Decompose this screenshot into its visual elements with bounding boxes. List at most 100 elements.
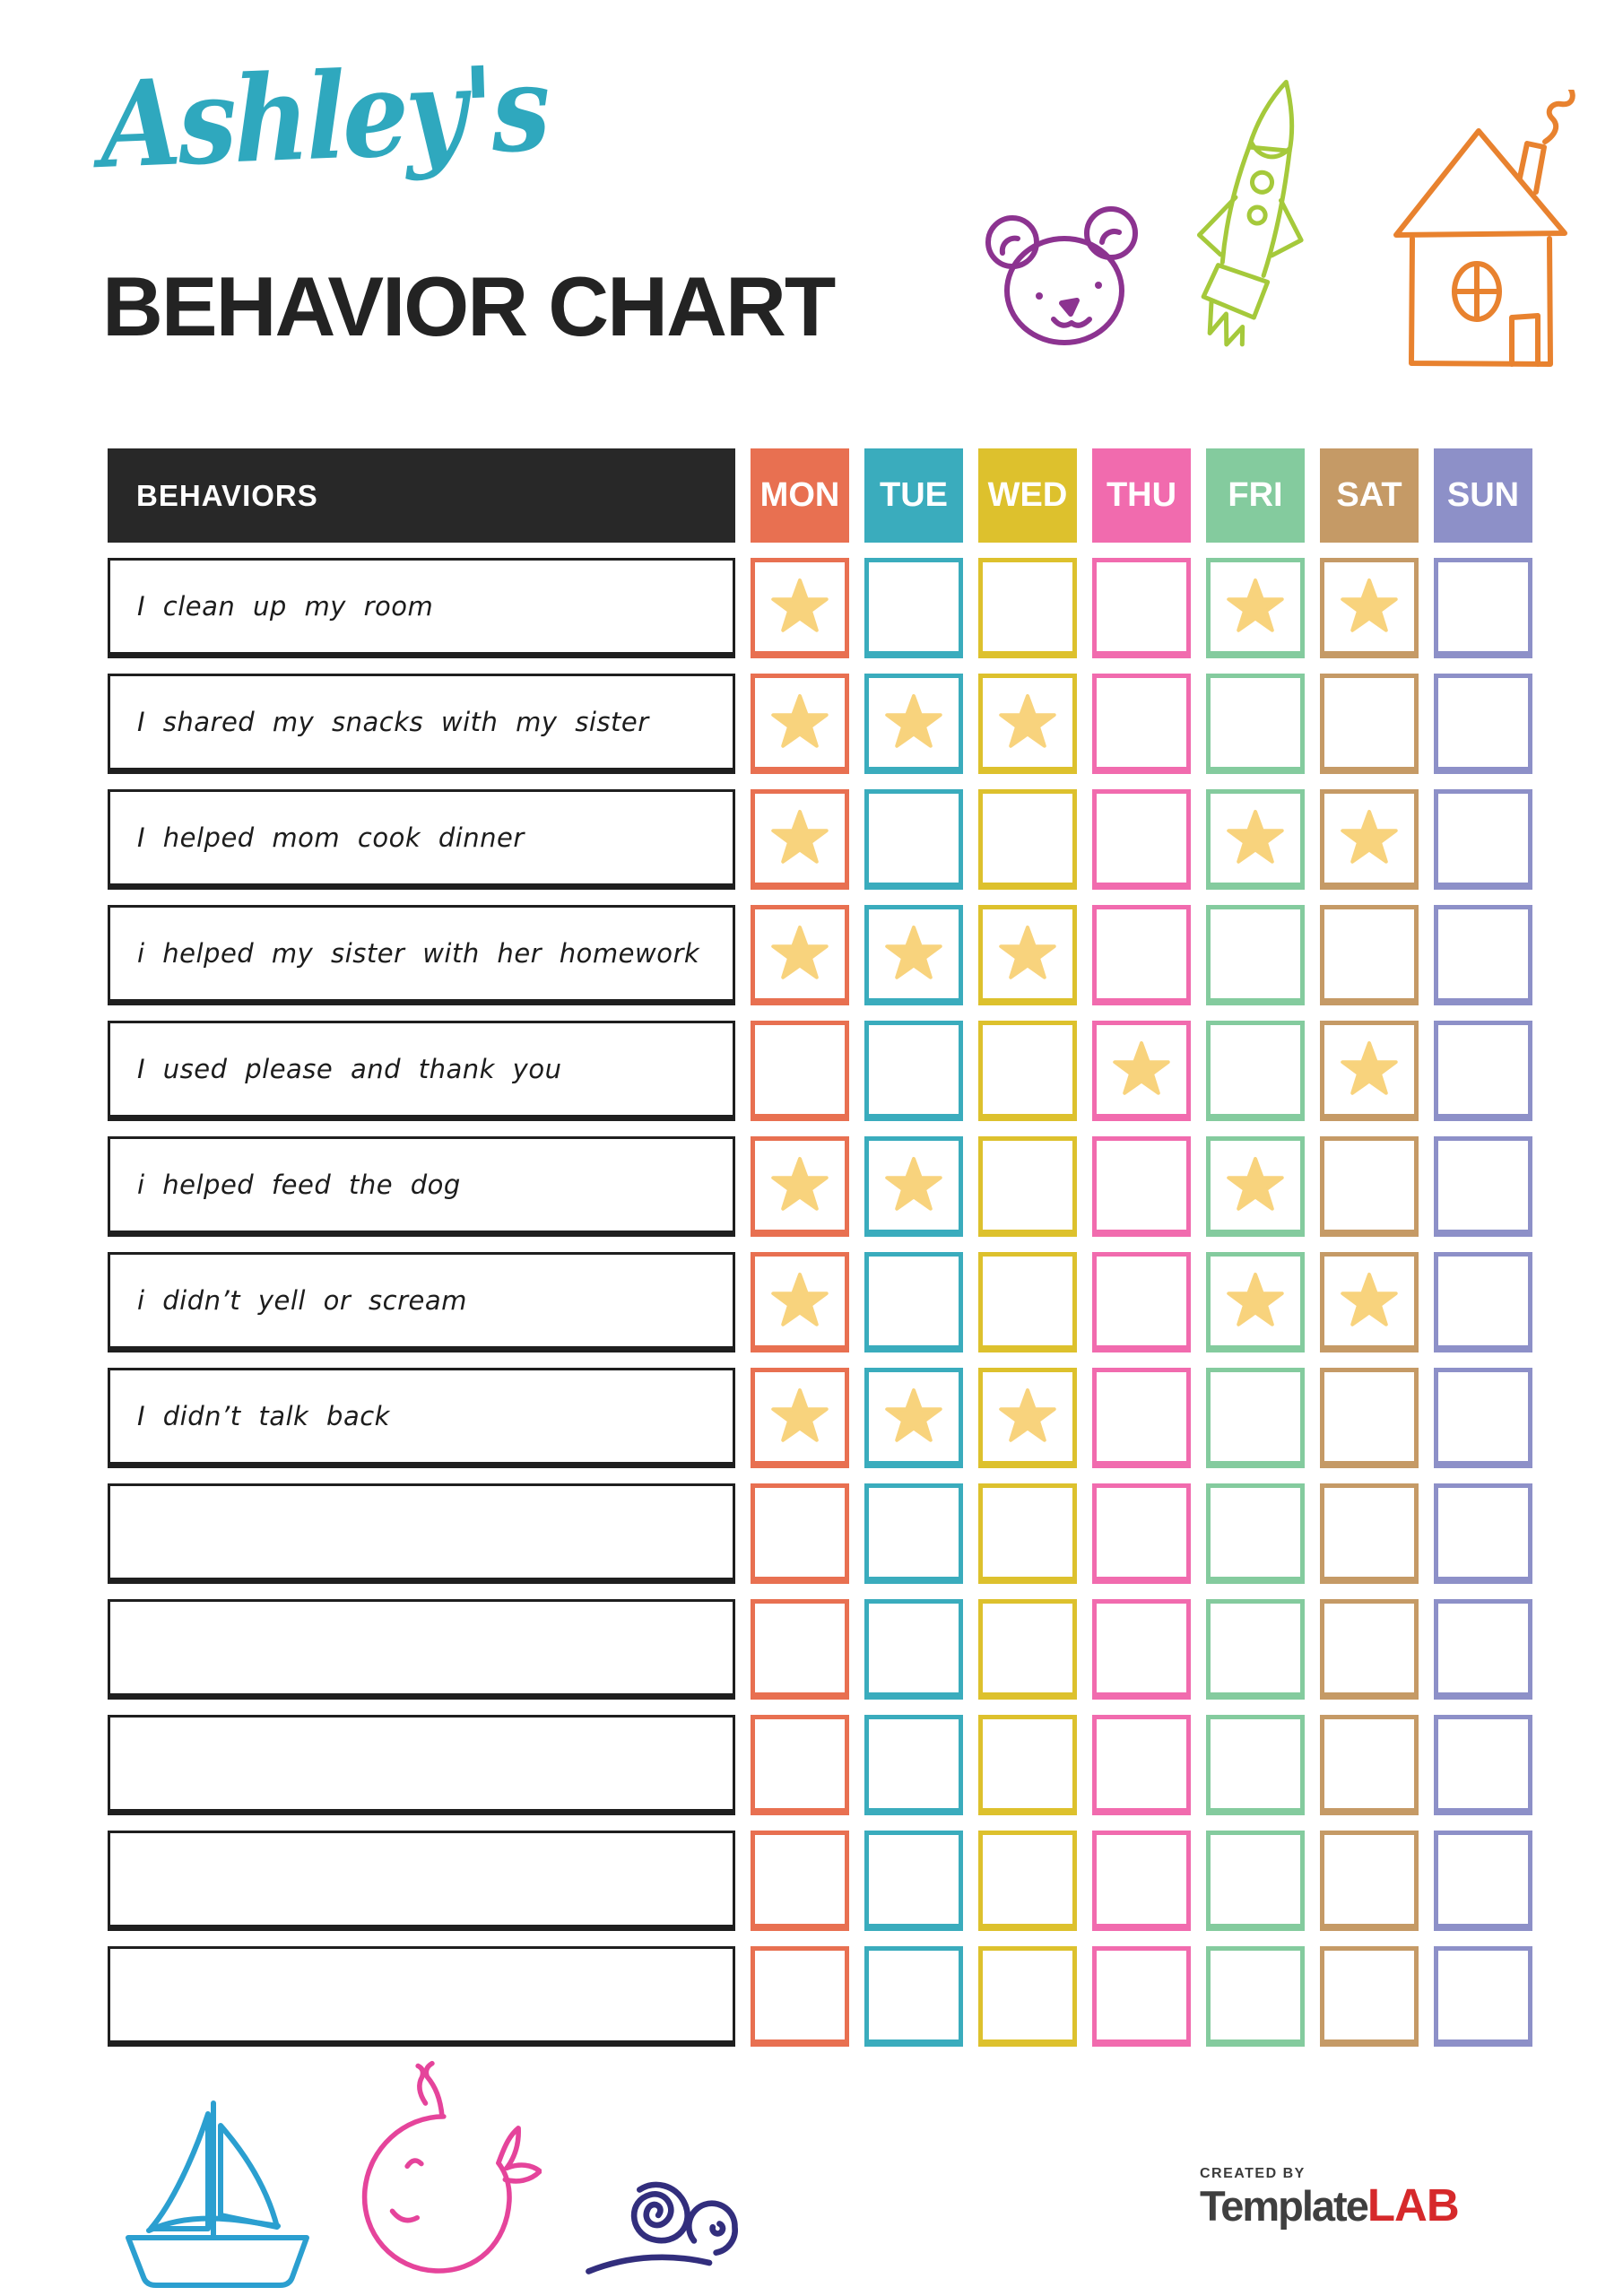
star-icon [1227,1272,1284,1326]
star-icon [1341,1272,1398,1326]
day-header-fri: FRI [1206,448,1305,543]
star-cell-mon-row9 [751,1483,849,1584]
star-cell-sun-row6 [1434,1136,1532,1237]
star-cell-sun-row11 [1434,1715,1532,1815]
star-cell-sun-row7 [1434,1252,1532,1352]
behaviors-column-header: BEHAVIORS [108,448,735,543]
day-header-thu: THU [1092,448,1191,543]
brand-main: Template [1200,2182,1369,2230]
rocket-icon [1196,79,1304,347]
star-cell-tue-row2 [864,674,963,774]
star-icon [1227,578,1284,632]
star-cell-fri-row7 [1206,1252,1305,1352]
star-cell-tue-row9 [864,1483,963,1584]
behavior-label [108,1715,735,1815]
star-cell-thu-row12 [1092,1831,1191,1931]
star-cell-mon-row5 [751,1021,849,1121]
day-header-wed: WED [978,448,1077,543]
day-header-mon: MON [751,448,849,543]
star-icon [1113,1040,1170,1095]
behavior-label [108,1599,735,1700]
star-icon [771,1156,829,1211]
star-icon [885,925,942,979]
star-cell-fri-row10 [1206,1599,1305,1700]
star-icon [885,693,942,748]
star-cell-sat-row8 [1320,1368,1419,1468]
day-header-sat: SAT [1320,448,1419,543]
star-cell-mon-row4 [751,905,849,1005]
star-cell-sat-row11 [1320,1715,1419,1815]
brand-accent: LAB [1367,2179,1460,2231]
star-icon [771,578,829,632]
behavior-label: I used please and thank you [108,1021,735,1121]
star-cell-wed-row3 [978,789,1077,890]
star-cell-fri-row13 [1206,1946,1305,2047]
star-icon [1341,809,1398,864]
star-cell-fri-row6 [1206,1136,1305,1237]
behavior-label [108,1483,735,1584]
star-cell-fri-row1 [1206,558,1305,658]
behavior-chart-table: BEHAVIORS MON TUE WED THU FRI SAT SUN I clean up… [108,448,1532,2047]
star-cell-sun-row12 [1434,1831,1532,1931]
star-cell-sat-row9 [1320,1483,1419,1584]
star-icon [999,925,1056,979]
star-cell-tue-row1 [864,558,963,658]
star-cell-thu-row6 [1092,1136,1191,1237]
star-cell-mon-row2 [751,674,849,774]
star-cell-sat-row7 [1320,1252,1419,1352]
star-cell-sun-row10 [1434,1599,1532,1700]
star-cell-fri-row4 [1206,905,1305,1005]
star-cell-thu-row4 [1092,905,1191,1005]
star-cell-tue-row8 [864,1368,963,1468]
house-icon [1393,90,1575,367]
star-icon [771,925,829,979]
star-cell-fri-row12 [1206,1831,1305,1931]
star-cell-thu-row11 [1092,1715,1191,1815]
star-cell-wed-row7 [978,1252,1077,1352]
star-cell-wed-row2 [978,674,1077,774]
star-cell-sun-row13 [1434,1946,1532,2047]
star-cell-thu-row2 [1092,674,1191,774]
star-cell-tue-row12 [864,1831,963,1931]
star-cell-wed-row4 [978,905,1077,1005]
star-cell-sun-row2 [1434,674,1532,774]
star-cell-sun-row8 [1434,1368,1532,1468]
star-cell-wed-row12 [978,1831,1077,1931]
star-cell-tue-row10 [864,1599,963,1700]
sailboat-icon [126,2100,309,2288]
day-header-sun: SUN [1434,448,1532,543]
star-icon [771,1387,829,1442]
star-cell-thu-row8 [1092,1368,1191,1468]
behavior-label: I shared my snacks with my sister [108,674,735,774]
star-cell-wed-row6 [978,1136,1077,1237]
created-by-label: CREATED BY [1200,2166,1306,2181]
star-cell-mon-row1 [751,558,849,658]
star-icon [1341,1040,1398,1095]
star-icon [999,1387,1056,1442]
behavior-label: I didn’t talk back [108,1368,735,1468]
star-cell-mon-row8 [751,1368,849,1468]
star-cell-tue-row13 [864,1946,963,2047]
bear-icon [985,206,1138,345]
star-cell-tue-row6 [864,1136,963,1237]
star-cell-sun-row3 [1434,789,1532,890]
star-cell-thu-row3 [1092,789,1191,890]
star-cell-fri-row2 [1206,674,1305,774]
star-cell-mon-row3 [751,789,849,890]
star-cell-fri-row5 [1206,1021,1305,1121]
star-cell-thu-row9 [1092,1483,1191,1584]
page-title: BEHAVIOR CHART [102,259,836,353]
snail-icon [586,2181,738,2274]
star-cell-thu-row10 [1092,1599,1191,1700]
star-cell-wed-row9 [978,1483,1077,1584]
star-icon [1227,1156,1284,1211]
star-cell-mon-row13 [751,1946,849,2047]
star-cell-thu-row1 [1092,558,1191,658]
star-cell-sun-row9 [1434,1483,1532,1584]
star-cell-thu-row5 [1092,1021,1191,1121]
star-cell-sat-row6 [1320,1136,1419,1237]
star-cell-thu-row13 [1092,1946,1191,2047]
star-cell-wed-row10 [978,1599,1077,1700]
behavior-label: I helped mom cook dinner [108,789,735,890]
